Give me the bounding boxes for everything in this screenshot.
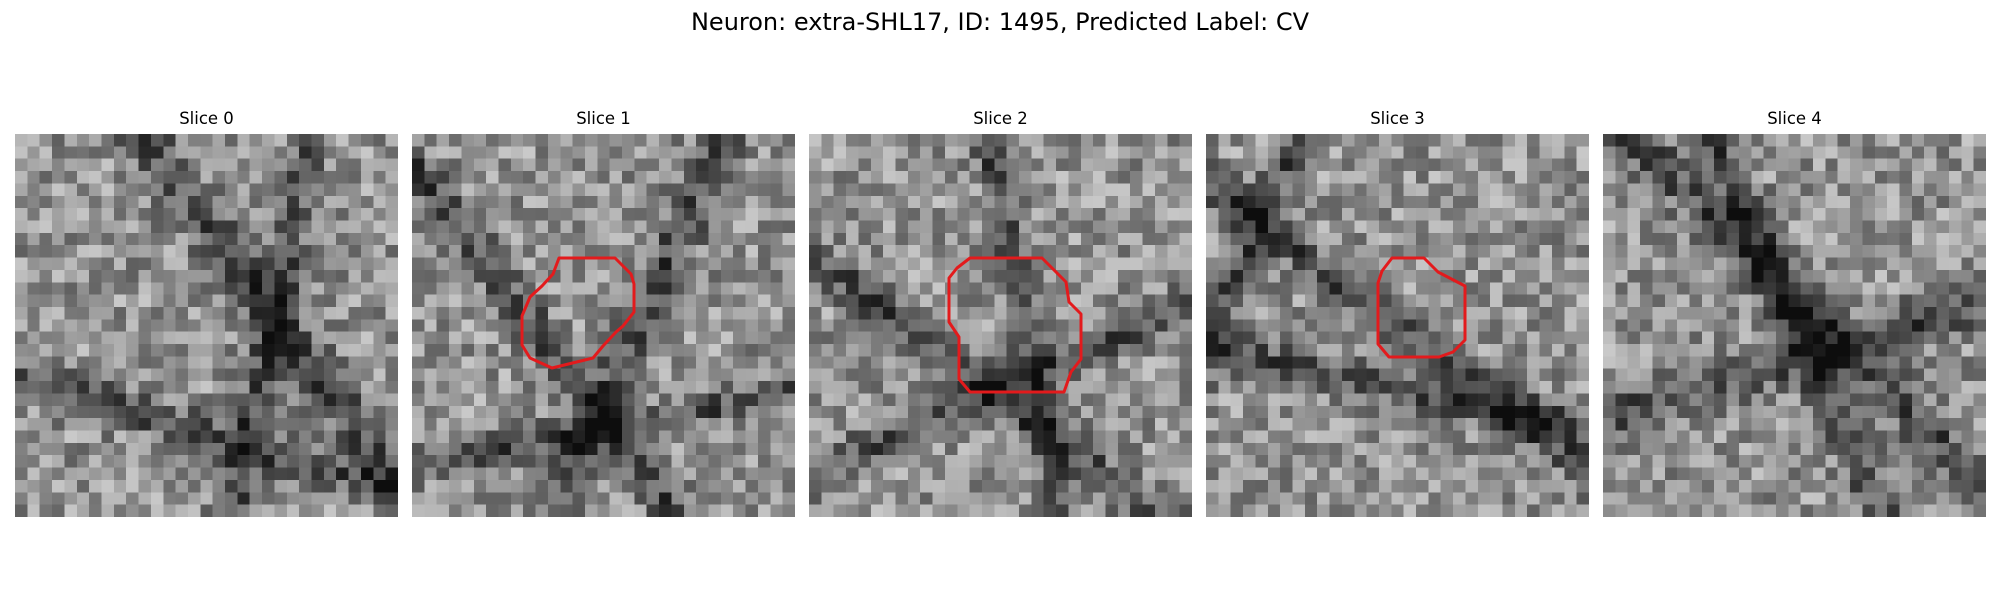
figure-title: Neuron: extra-SHL17, ID: 1495, Predicted… (690, 8, 1310, 36)
slice-title: Slice 0 (179, 109, 234, 128)
contour-outline (1376, 256, 1467, 359)
slice-title: Slice 4 (1767, 109, 1822, 128)
slice-image (1206, 134, 1589, 517)
slice-title: Slice 2 (973, 109, 1028, 128)
slice-title: Slice 3 (1370, 109, 1425, 128)
contour-outline (520, 256, 636, 370)
slice-image (15, 134, 398, 517)
slice-image (412, 134, 795, 517)
contour-outline (947, 256, 1083, 394)
slice-image (1603, 134, 1986, 517)
slice-title: Slice 1 (576, 109, 631, 128)
slice-image (809, 134, 1192, 517)
